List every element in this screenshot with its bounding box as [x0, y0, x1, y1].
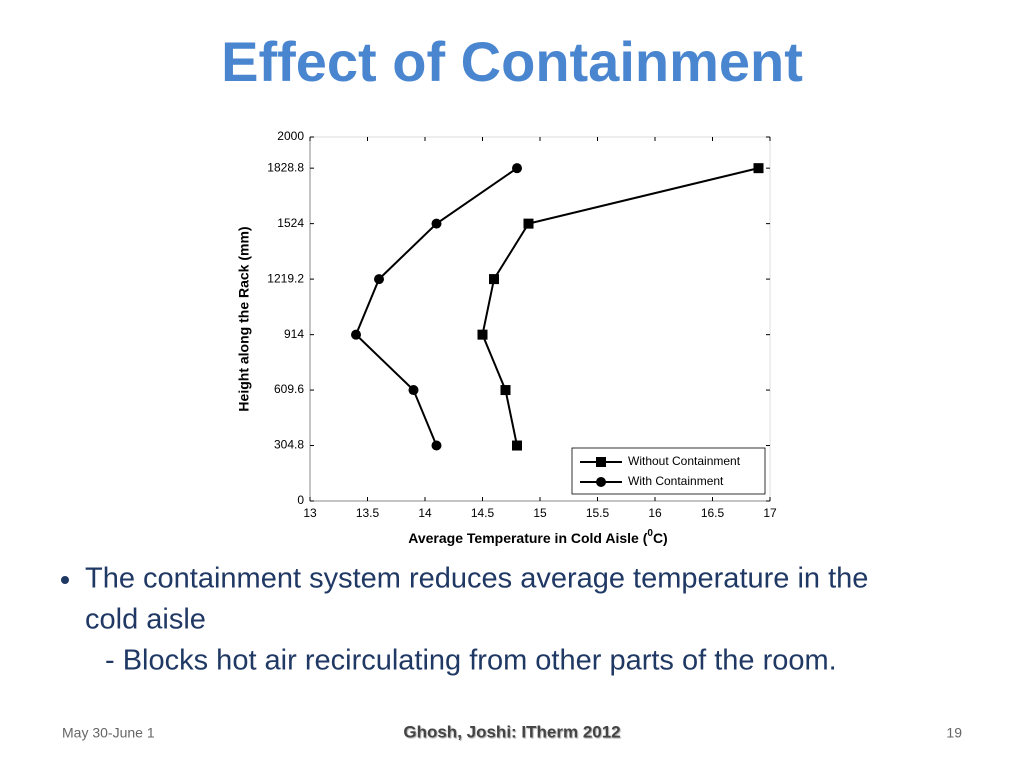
marker — [512, 440, 522, 451]
legend-label: Without Containment — [628, 454, 741, 468]
bullet-sub: - Blocks hot air recirculating from othe… — [105, 645, 837, 677]
marker — [408, 385, 419, 396]
y-tick-label: 1524 — [277, 216, 304, 230]
y-tick-label: 1828.8 — [267, 160, 304, 174]
marker — [351, 329, 361, 340]
slide-title: Effect of Containment — [221, 30, 803, 93]
bullet-line: The containment system reduces average t… — [85, 563, 868, 595]
x-axis-label: Average Temperature in Cold Aisle (0C) — [408, 528, 667, 546]
series-line — [481, 167, 759, 446]
x-tick-label: 14 — [418, 506, 432, 520]
marker — [431, 218, 442, 229]
x-label-part: C) — [653, 530, 668, 546]
marker — [374, 274, 384, 285]
marker — [431, 440, 442, 451]
x-tick-label: 13 — [303, 506, 317, 520]
y-tick-label: 304.8 — [274, 438, 304, 452]
footer-page: 19 — [946, 725, 962, 741]
marker — [489, 274, 499, 285]
series-line — [354, 167, 518, 446]
y-tick-label: 2000 — [277, 129, 304, 143]
plot-frame — [309, 136, 771, 502]
bullet-dot — [61, 576, 69, 584]
legend-box — [571, 447, 766, 495]
marker — [523, 218, 534, 229]
x-label-sup: 0 — [647, 528, 653, 539]
y-tick-label: 1219.2 — [267, 271, 304, 285]
legend-label: With Containment — [628, 474, 724, 488]
y-tick-label: 609.6 — [274, 382, 304, 396]
bullet-line: cold aisle — [85, 604, 206, 636]
marker — [596, 457, 606, 467]
x-tick-label: 17 — [763, 506, 777, 520]
x-tick-label: 15 — [533, 506, 547, 520]
x-tick-label: 16.5 — [701, 506, 725, 520]
x-tick-label: 14.5 — [471, 506, 495, 520]
y-tick-label: 914 — [284, 327, 304, 341]
x-tick-label: 16 — [648, 506, 662, 520]
y-axis-label: Height along the Rack (mm) — [236, 226, 252, 411]
marker — [596, 477, 606, 487]
y-tick-label: 0 — [297, 493, 304, 507]
footer-center: Ghosh, Joshi: ITherm 2012 — [403, 722, 620, 741]
footer-date: May 30-June 1 — [62, 725, 155, 741]
marker — [477, 329, 488, 340]
marker — [753, 163, 764, 174]
marker — [500, 385, 511, 396]
x-tick-label: 15.5 — [586, 506, 610, 520]
marker — [512, 163, 522, 174]
x-tick-label: 13.5 — [356, 506, 380, 520]
x-label-part: Average Temperature in Cold Aisle ( — [408, 530, 647, 546]
